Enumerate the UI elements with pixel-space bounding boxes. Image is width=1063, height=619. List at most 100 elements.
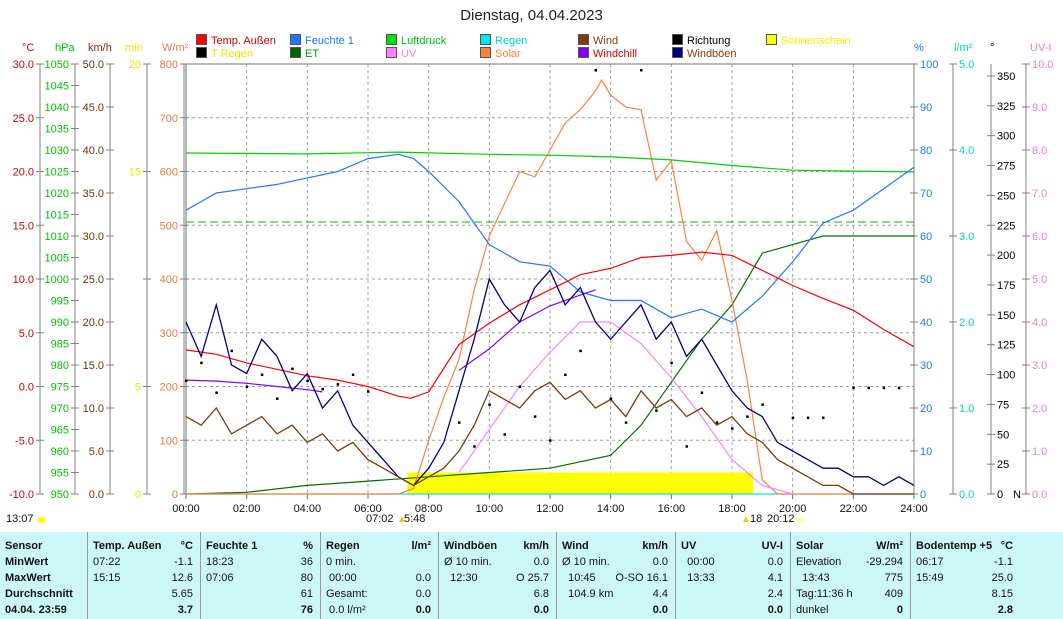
axis-unit-wind: km/h [88,42,112,54]
table-cell-value: 0.0 [415,604,431,616]
direction-point [351,373,355,377]
legend-item: T Regen [196,47,253,60]
legend-swatch [672,47,683,58]
legend-label: Windböen [687,48,737,60]
table-column: Bodentemp +5 °C 06:17 -1.1 15:49 25.0 8.15 2.8 [910,532,1021,619]
table-cell-value: -1.1 [174,556,193,568]
day-length: 5:48 [404,513,426,525]
direction-point [791,416,795,420]
x-tick-label: 10:00 [476,503,504,515]
legend-label: T Regen [211,48,253,60]
axis-tick-label-wind: 25.0 [83,274,104,286]
axis-tick-label-rain: 4.0 [959,145,974,157]
axis-tick-label-solar: 400 [160,274,178,286]
x-tick-label: 04:00 [294,503,322,515]
sunrise-arrow-icon: ▲ [397,514,407,525]
column-header: Solar [796,540,824,552]
table-cell-value: 0 [896,604,903,616]
direction-point [200,361,203,365]
x-tick-label: 22:00 [840,503,868,515]
axis-tick-label-dir: 325 [997,101,1015,113]
axis-tick-label-press: 990 [51,317,69,329]
axis-tick-label-dir: 200 [997,250,1015,262]
table-cell-value: 0.0 [767,604,783,616]
x-tick-label: 14:00 [597,503,625,515]
axis-tick-label-min: 15 [129,167,141,179]
axis-tick-label-press: 950 [51,489,69,501]
axis-tick-label-hum: 100 [920,59,938,71]
series-et [185,235,914,495]
series-feuchte-1 [185,153,915,323]
direction-point [897,386,901,390]
axis-tick-label-press: 1010 [45,231,69,243]
axis-tick-label-hum: 40 [920,317,932,329]
direction-point [761,403,764,406]
x-tick-label: 02:00 [233,503,261,515]
axis-tick-label-solar: 500 [160,220,178,232]
direction-point [306,379,309,383]
direction-point [746,415,749,418]
legend-swatch [578,34,589,45]
legend-item: Richtung [672,34,730,47]
axis-tick-label-hum: 10 [920,446,932,458]
axis-tick-label-min: 20 [129,59,141,71]
x-tick-label: 18:00 [718,503,746,515]
legend-label: Sonnenschein [781,35,851,47]
legend-swatch [480,47,491,58]
table-cell-label: 104.9 km [562,588,614,600]
axis-tick-label-wind: 45.0 [83,102,104,114]
axis-tick-label-press: 1000 [45,274,69,286]
weather-chart: 00:00 02:00 04:00 06:00 08:00 10:00 12:00 14:00… [9,42,1054,515]
table-cell-label: Elevation [796,556,842,568]
table-cell-label: 10:45 [562,572,596,584]
axis-tick-label-rain: 2.0 [959,317,974,329]
table-cell-label: Durchschnitt [5,588,73,600]
axis-tick-label-solar: 0 [172,489,178,501]
legend-item: Windchill [578,47,637,60]
column-unit: l/m² [411,540,431,552]
axis-tick-label-dir: 275 [997,161,1015,173]
series-temp-au-en [185,251,915,399]
series-luftdruck [185,151,915,173]
x-tick-label: 06:00 [354,503,382,515]
axis-tick-label-press: 965 [51,425,69,437]
axis-tick-label-wind: 40.0 [83,145,104,157]
axis-tick-label-press: 1030 [45,145,69,157]
axis-tick-label-wind: 10.0 [83,403,104,415]
table-cell-value: -1.1 [994,556,1013,568]
axis-tick-label-temp: 5.0 [19,328,34,340]
sunset-icon [796,517,804,523]
table-cell-value: -29.294 [865,556,903,568]
legend-swatch [480,34,491,45]
column-header: Feuchte 1 [206,540,258,552]
direction-point [291,367,294,371]
direction-point [215,391,218,394]
direction-point [473,445,476,448]
axis-tick-label-press: 970 [51,403,69,415]
table-cell-value: 5.65 [171,588,193,600]
axis-tick-label-press: 995 [51,296,69,308]
axis-tick-label-wind: 5.0 [89,446,104,458]
table-column: Solar W/m² Elevation -29.294 13:43 775 Tag:11… [790,532,911,619]
table-sensor-column: Sensor MinWert MaxWert Durchschnitt 04.04. 2… [0,532,87,619]
legend-label: Windchill [593,48,638,60]
axis-tick-label-uv: 9.0 [1032,102,1047,114]
table-cell-value: O-SO 16.1 [615,572,668,584]
series-uv [458,321,793,495]
axis-tick-label-temp: 25.0 [13,113,34,125]
direction-point [852,386,855,390]
legend-label: Luftdruck [401,35,447,47]
table-cell-value: 36 [300,556,313,568]
axis-tick-label-press: 960 [51,446,69,458]
axis-tick-label-uv: 3.0 [1032,360,1047,372]
series-wind [185,381,914,495]
direction-point [867,386,870,390]
axis-tick-label-hum: 80 [920,145,932,157]
table-cell-value: O 25.7 [515,572,549,584]
table-cell-value: 0.0 [415,572,431,584]
axis-tick-label-rain: 0.0 [959,489,974,501]
axis-tick-label-press: 1035 [45,124,69,136]
table-cell-label: 0 min. [326,556,356,568]
axis-tick-label-hum: 70 [920,188,932,200]
legend-item: UV [386,47,416,60]
